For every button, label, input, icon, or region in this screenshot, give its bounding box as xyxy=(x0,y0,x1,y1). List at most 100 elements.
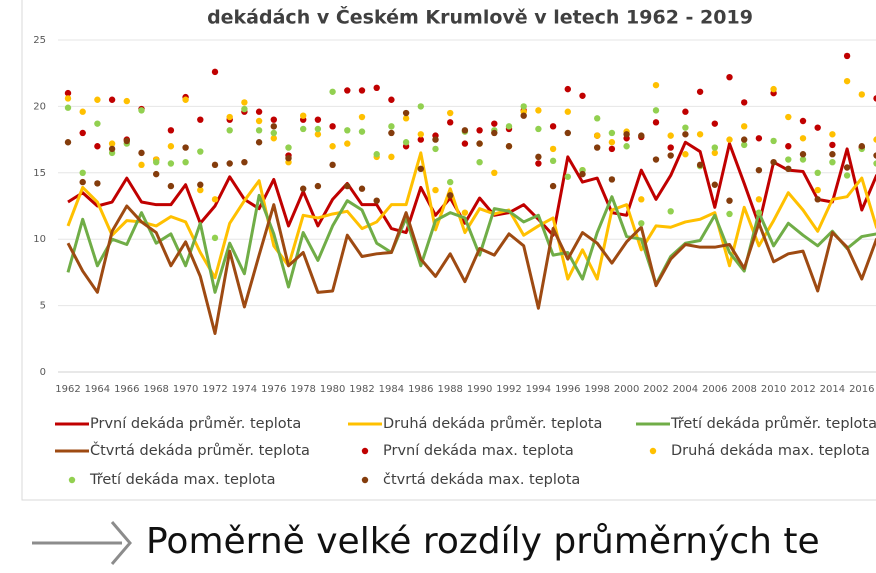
max-dot xyxy=(829,158,836,166)
max-dot xyxy=(858,143,865,150)
max-dot xyxy=(167,160,175,167)
max-dot xyxy=(755,166,763,174)
max-dot xyxy=(388,123,395,130)
x-tick-label: 2008 xyxy=(731,384,756,395)
max-dot xyxy=(696,161,704,169)
max-dot xyxy=(300,125,307,133)
max-dot xyxy=(741,123,748,130)
x-tick-label: 1980 xyxy=(320,384,345,395)
max-dot xyxy=(520,103,527,110)
max-dot xyxy=(417,136,424,143)
max-dot xyxy=(329,123,336,130)
x-tick-label: 1978 xyxy=(290,384,315,395)
max-dot xyxy=(535,107,542,114)
max-dot xyxy=(667,132,674,139)
max-dot xyxy=(417,165,424,173)
max-dot xyxy=(461,209,469,216)
x-tick-label: 2014 xyxy=(820,384,845,395)
max-dot xyxy=(623,143,630,150)
footer-text: Poměrně velké rozdíly průměrných te xyxy=(146,521,820,562)
max-dot xyxy=(79,108,86,115)
max-dot xyxy=(255,108,263,115)
max-dot xyxy=(564,129,571,137)
max-dot xyxy=(241,105,248,113)
max-dot xyxy=(226,127,233,134)
max-dot xyxy=(814,124,821,131)
max-dot xyxy=(814,169,821,176)
max-dot xyxy=(829,131,836,138)
max-dot xyxy=(843,172,851,179)
x-tick-label: 2004 xyxy=(673,384,698,395)
max-dot xyxy=(344,182,351,190)
x-tick-label: 1962 xyxy=(55,384,80,395)
max-dot xyxy=(461,127,469,134)
max-dot xyxy=(255,139,263,146)
legend-swatch xyxy=(361,476,369,484)
max-dot xyxy=(726,210,733,218)
x-tick-label: 1992 xyxy=(496,384,521,395)
max-dot xyxy=(594,115,601,122)
series-line xyxy=(66,151,876,281)
max-dot xyxy=(64,139,72,146)
max-dot xyxy=(373,197,380,204)
max-dot xyxy=(314,125,322,133)
max-dot xyxy=(520,112,527,119)
max-dot xyxy=(770,158,777,166)
max-dot xyxy=(402,115,410,122)
max-dot xyxy=(94,180,101,187)
max-dot xyxy=(873,152,876,159)
max-dot xyxy=(417,103,424,110)
legend-label: Třetí dekáda max. teplota xyxy=(89,472,276,488)
max-dot xyxy=(579,170,586,178)
max-dot xyxy=(638,220,645,227)
max-dot xyxy=(461,140,469,147)
max-dot xyxy=(108,140,116,147)
max-dot xyxy=(300,112,307,119)
max-dot xyxy=(358,185,366,192)
max-dot xyxy=(447,109,454,117)
max-dot xyxy=(785,165,792,173)
max-dot xyxy=(329,143,336,150)
y-tick-label: 10 xyxy=(33,234,46,245)
max-dot xyxy=(755,196,763,203)
max-dot xyxy=(211,161,219,169)
max-dot xyxy=(652,107,660,114)
max-dot xyxy=(814,196,821,203)
max-dot xyxy=(652,81,660,89)
max-dot xyxy=(344,140,351,147)
max-dot xyxy=(476,140,483,147)
max-dot xyxy=(402,139,410,146)
max-dot xyxy=(667,144,674,151)
max-dot xyxy=(226,160,233,167)
max-dot xyxy=(182,144,189,151)
max-dot xyxy=(447,178,454,186)
max-dot xyxy=(182,96,189,103)
max-dot xyxy=(153,170,160,178)
max-dot xyxy=(741,99,748,106)
max-dot xyxy=(535,160,542,167)
max-dot xyxy=(197,116,204,123)
max-dot xyxy=(138,149,145,157)
max-dot xyxy=(108,145,116,153)
x-tick-label: 1998 xyxy=(584,384,609,395)
x-tick-label: 1968 xyxy=(143,384,168,395)
max-dot xyxy=(285,144,292,151)
max-dot xyxy=(755,209,763,216)
max-dot xyxy=(873,95,876,102)
max-dot xyxy=(64,89,72,97)
max-dot xyxy=(153,158,160,166)
max-dot xyxy=(638,196,645,203)
max-dot xyxy=(770,85,777,93)
max-dot xyxy=(255,117,263,125)
max-dot xyxy=(358,113,366,121)
max-dot xyxy=(858,91,865,98)
max-dot xyxy=(108,96,116,103)
legend-label: První dekáda průměr. teplota xyxy=(90,416,301,432)
max-dot xyxy=(373,151,380,158)
max-dot xyxy=(726,73,733,81)
max-dot xyxy=(505,123,513,130)
max-dot xyxy=(505,143,513,150)
max-dot xyxy=(432,145,439,153)
